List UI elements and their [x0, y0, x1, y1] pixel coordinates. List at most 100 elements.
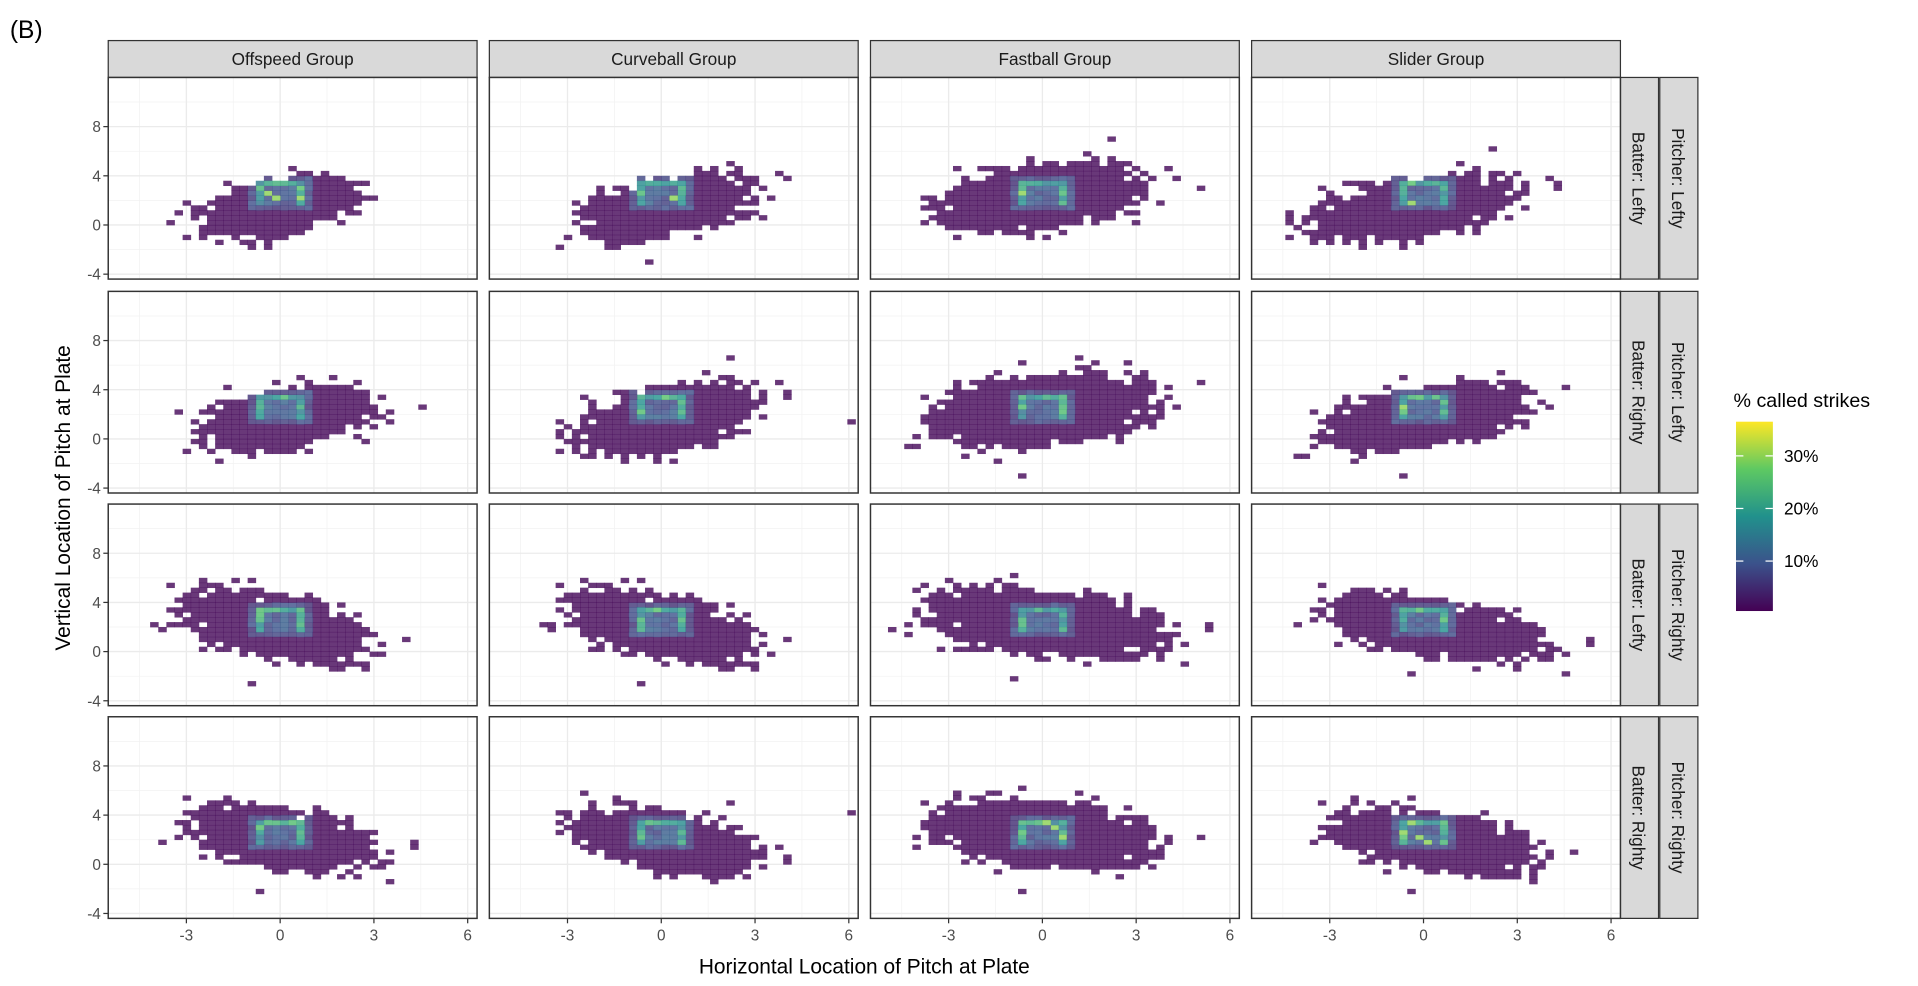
heat-tile [1529, 854, 1538, 860]
heat-tile [636, 190, 646, 196]
heat-tile [588, 582, 597, 589]
heat-tile [661, 220, 670, 226]
heat-tile [977, 384, 986, 391]
heat-tile [645, 805, 654, 811]
heat-tile [1091, 185, 1100, 191]
heat-tile [596, 205, 605, 211]
heat-tile [1447, 612, 1457, 618]
heat-tile [1447, 824, 1457, 831]
heat-tile [1447, 215, 1457, 221]
heat-tile [1334, 829, 1343, 836]
heat-tile [272, 622, 281, 628]
heat-tile [742, 404, 752, 410]
heat-tile [645, 592, 654, 598]
heat-tile [263, 829, 273, 836]
heat-tile [288, 389, 297, 396]
heat-tile [1366, 404, 1376, 410]
heat-tile [272, 443, 281, 450]
heat-tile [952, 399, 962, 405]
heat-tile [571, 834, 581, 841]
heat-tile [1374, 627, 1384, 633]
y-tick-label: 4 [92, 595, 101, 612]
heat-tile [1066, 170, 1076, 177]
heat-tile [1423, 839, 1433, 845]
heat-tile [255, 651, 265, 657]
heat-tile [726, 205, 735, 211]
heat-tile [255, 185, 265, 191]
heat-tile [669, 389, 678, 396]
heat-tile [288, 839, 297, 845]
heat-tile [1083, 365, 1092, 371]
heat-tile [952, 185, 962, 191]
heat-tile [693, 205, 703, 211]
heat-tile [685, 433, 695, 440]
heat-tile [1391, 602, 1400, 608]
heat-tile [1009, 854, 1019, 860]
heat-tile [1358, 612, 1367, 618]
heat-tile [1107, 394, 1116, 400]
heat-tile [263, 834, 273, 841]
heat-tile [1026, 404, 1035, 410]
heat-tile [1407, 844, 1416, 850]
heat-tile [1001, 185, 1011, 191]
heat-tile [645, 414, 654, 420]
heat-tile [288, 815, 297, 821]
heat-tile [612, 824, 622, 831]
heat-tile [1309, 409, 1319, 415]
heat-tile [1325, 424, 1335, 430]
heat-tile [1042, 844, 1051, 850]
heat-tile [1018, 810, 1027, 816]
heat-tile [1083, 180, 1092, 187]
heat-tile [296, 661, 305, 667]
heat-tile [580, 438, 589, 445]
heat-tile [718, 399, 727, 405]
heat-tile [320, 190, 330, 196]
heat-tile [1480, 419, 1489, 425]
heat-tile [1066, 404, 1076, 410]
heat-tiles [174, 374, 427, 464]
heat-tile [272, 810, 281, 816]
heat-tile [928, 205, 938, 211]
heat-tile [993, 834, 1003, 841]
heat-tile [1083, 587, 1092, 593]
heat-tile [669, 200, 678, 206]
heat-tile [710, 627, 719, 633]
heat-tile [1488, 384, 1498, 391]
heat-tile [1358, 631, 1367, 638]
heat-tile [677, 597, 687, 603]
heat-tile [993, 210, 1003, 216]
heat-tile [653, 859, 662, 865]
heat-tile [677, 849, 687, 855]
facet-panel [847, 290, 1241, 494]
heat-tile [223, 829, 232, 836]
heat-tile [239, 824, 249, 831]
heat-tile [361, 631, 370, 638]
heat-tile [1488, 627, 1498, 633]
heat-tile [1050, 641, 1060, 648]
heat-tile [993, 185, 1003, 191]
heat-tile [961, 839, 970, 845]
heat-tile [1091, 641, 1100, 648]
heat-tile [1472, 849, 1481, 855]
heat-tile [328, 429, 338, 435]
heat-tile [353, 874, 362, 880]
heat-tile [669, 622, 678, 628]
heat-tile [555, 244, 565, 250]
strip-label: Pitcher: Lefty [1668, 128, 1688, 229]
heat-tile [1358, 409, 1367, 415]
heat-tile [1083, 161, 1092, 167]
heat-tile [1488, 874, 1498, 880]
heat-tile [685, 622, 695, 628]
heat-tile [920, 824, 929, 831]
heat-tile [661, 617, 670, 623]
heat-tile [1512, 195, 1522, 201]
heat-tile [669, 854, 678, 860]
heat-tile [1342, 612, 1351, 618]
heat-tile [1050, 844, 1060, 850]
heat-tile [710, 636, 719, 643]
heat-tile [758, 844, 768, 850]
heat-tile [1521, 622, 1530, 628]
heat-tile [718, 627, 727, 633]
heat-tile [1366, 631, 1376, 638]
heat-tile [312, 641, 322, 648]
